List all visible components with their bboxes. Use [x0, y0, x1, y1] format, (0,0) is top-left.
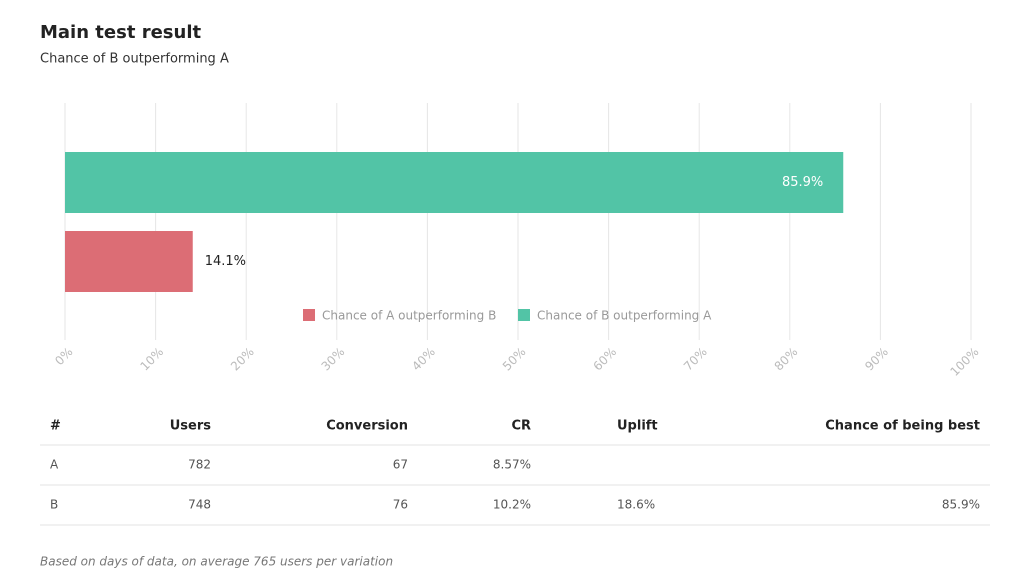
table-cell: B [50, 498, 58, 512]
table-cell: A [50, 458, 59, 472]
legend-swatch [303, 309, 315, 321]
legend-swatch [518, 309, 530, 321]
table-header: Conversion [326, 419, 408, 434]
table-header: Users [170, 419, 212, 434]
table-cell: 748 [188, 498, 211, 512]
data-label: 14.1% [205, 254, 246, 269]
chart-subtitle: Chance of B outperforming A [40, 52, 229, 67]
table-cell: 18.6% [617, 498, 655, 512]
x-tick-label: 90% [862, 345, 891, 374]
data-label: 85.9% [782, 175, 823, 190]
table-header: Chance of being best [825, 419, 980, 434]
x-tick-label: 80% [772, 345, 801, 374]
x-tick-label: 60% [590, 345, 619, 374]
table-cell: 67 [393, 458, 408, 472]
table-cell: 8.57% [493, 458, 531, 472]
x-tick-label: 30% [319, 345, 348, 374]
bar [65, 152, 844, 213]
x-tick-label: 10% [137, 345, 166, 374]
x-tick-label: 0% [52, 345, 75, 368]
legend-label: Chance of A outperforming B [322, 309, 496, 323]
x-tick-label: 50% [500, 345, 529, 374]
x-tick-label: 40% [409, 345, 438, 374]
chart-title: Main test result [40, 22, 201, 43]
table-cell: 10.2% [493, 498, 531, 512]
table-header: CR [511, 419, 531, 434]
table-cell: 782 [188, 458, 211, 472]
table-header: # [50, 419, 61, 434]
x-tick-label: 70% [681, 345, 710, 374]
table-cell: 85.9% [942, 498, 980, 512]
legend-label: Chance of B outperforming A [537, 309, 712, 323]
x-tick-label: 20% [228, 345, 257, 374]
table-header: Uplift [617, 419, 658, 434]
footnote: Based on days of data, on average 765 us… [40, 555, 393, 569]
table-cell: 76 [393, 498, 408, 512]
bar [65, 231, 193, 292]
x-tick-label: 100% [947, 345, 981, 379]
